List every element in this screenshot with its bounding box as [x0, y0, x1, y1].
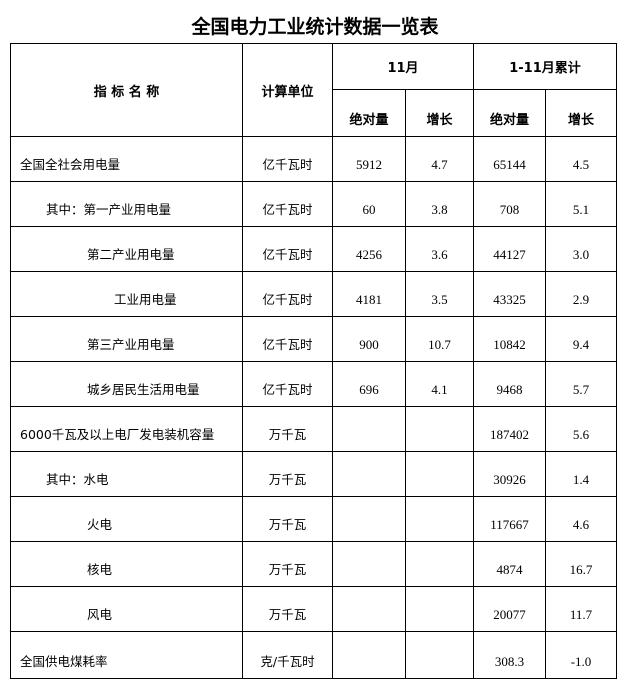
- month-growth-cell: 3.5: [405, 271, 474, 317]
- table-row: 其中：水电 万千瓦 30926 1.4: [10, 451, 618, 497]
- month-absolute-cell: [332, 586, 406, 632]
- unit-cell: 万千瓦: [242, 451, 333, 497]
- month-growth-cell: [405, 451, 474, 497]
- table-row: 第二产业用电量 亿千瓦时 4256 3.6 44127 3.0: [10, 226, 618, 272]
- table-row: 核电 万千瓦 4874 16.7: [10, 541, 618, 587]
- indicator-name-cell: 6000千瓦及以上电厂发电装机容量: [10, 406, 243, 452]
- indicator-name-cell: 其中：水电: [10, 451, 243, 497]
- cumulative-growth-cell: 11.7: [544, 586, 618, 632]
- cumulative-absolute-cell: 30926: [473, 451, 546, 497]
- month-absolute-cell: [332, 451, 406, 497]
- table-row: 火电 万千瓦 117667 4.6: [10, 496, 618, 542]
- month-growth-cell: [405, 406, 474, 452]
- cumulative-absolute-cell: 65144: [473, 136, 546, 182]
- cumulative-absolute-cell: 187402: [473, 406, 546, 452]
- indicator-name-cell: 其中：第一产业用电量: [10, 181, 243, 227]
- cumulative-growth-cell: 9.4: [544, 316, 618, 362]
- cumulative-growth-cell: 1.4: [544, 451, 618, 497]
- month-absolute-cell: [332, 541, 406, 587]
- header-month-growth: 增长: [405, 89, 474, 137]
- page-title: 全国电力工业统计数据一览表: [191, 16, 439, 38]
- indicator-name-cell: 全国供电煤耗率: [10, 631, 243, 679]
- month-absolute-cell: 60: [332, 181, 406, 227]
- cumulative-absolute-cell: 708: [473, 181, 546, 227]
- table-row: 工业用电量 亿千瓦时 4181 3.5 43325 2.9: [10, 271, 618, 317]
- cumulative-growth-cell: 4.6: [544, 496, 618, 542]
- unit-cell: 亿千瓦时: [242, 316, 333, 362]
- unit-cell: 亿千瓦时: [242, 181, 333, 227]
- unit-cell: 克/千瓦时: [242, 631, 333, 679]
- unit-cell: 万千瓦: [242, 406, 333, 452]
- cumulative-growth-cell: 3.0: [544, 226, 618, 272]
- cumulative-absolute-cell: 44127: [473, 226, 546, 272]
- table-row: 6000千瓦及以上电厂发电装机容量 万千瓦 187402 5.6: [10, 406, 618, 452]
- indicator-name-cell: 城乡居民生活用电量: [10, 361, 243, 407]
- cumulative-absolute-cell: 43325: [473, 271, 546, 317]
- table-row: 其中：第一产业用电量 亿千瓦时 60 3.8 708 5.1: [10, 181, 618, 227]
- cumulative-growth-cell: 2.9: [544, 271, 618, 317]
- month-growth-cell: [405, 496, 474, 542]
- header-row-1: 指 标 名 称 计算单位 11月 1-11月累计: [10, 43, 618, 137]
- cumulative-absolute-cell: 10842: [473, 316, 546, 362]
- cumulative-absolute-cell: 4874: [473, 541, 546, 587]
- unit-cell: 万千瓦: [242, 586, 333, 632]
- indicator-name-cell: 第二产业用电量: [10, 226, 243, 272]
- indicator-name-cell: 全国全社会用电量: [10, 136, 243, 182]
- month-absolute-cell: 5912: [332, 136, 406, 182]
- header-cumulative: 1-11月累计: [472, 43, 618, 90]
- unit-cell: 亿千瓦时: [242, 271, 333, 317]
- month-absolute-cell: 900: [332, 316, 406, 362]
- indicator-name-cell: 火电: [10, 496, 243, 542]
- unit-cell: 万千瓦: [242, 496, 333, 542]
- month-growth-cell: 4.1: [405, 361, 474, 407]
- month-growth-cell: [405, 541, 474, 587]
- unit-cell: 万千瓦: [242, 541, 333, 587]
- cumulative-growth-cell: 5.6: [544, 406, 618, 452]
- table-row: 全国供电煤耗率 克/千瓦时 308.3 -1.0: [10, 631, 618, 679]
- indicator-name-cell: 第三产业用电量: [10, 316, 243, 362]
- header-cumulative-absolute: 绝对量: [473, 89, 546, 137]
- header-cumulative-growth: 增长: [544, 89, 618, 137]
- table-row: 城乡居民生活用电量 亿千瓦时 696 4.1 9468 5.7: [10, 361, 618, 407]
- header-unit: 计算单位: [242, 43, 333, 137]
- cumulative-absolute-cell: 9468: [473, 361, 546, 407]
- cumulative-growth-cell: 5.1: [544, 181, 618, 227]
- month-absolute-cell: 696: [332, 361, 406, 407]
- table-row: 风电 万千瓦 20077 11.7: [10, 586, 618, 632]
- month-absolute-cell: 4256: [332, 226, 406, 272]
- statistics-table: 指 标 名 称 计算单位 11月 1-11月累计 绝对量 增长 绝对量 增长 全…: [10, 43, 618, 679]
- table-row: 全国全社会用电量 亿千瓦时 5912 4.7 65144 4.5: [10, 136, 618, 182]
- indicator-name-cell: 工业用电量: [10, 271, 243, 317]
- cumulative-absolute-cell: 20077: [473, 586, 546, 632]
- indicator-name-cell: 风电: [10, 586, 243, 632]
- cumulative-growth-cell: 5.7: [544, 361, 618, 407]
- month-absolute-cell: [332, 406, 406, 452]
- unit-cell: 亿千瓦时: [242, 226, 333, 272]
- cumulative-growth-cell: 4.5: [544, 136, 618, 182]
- cumulative-absolute-cell: 117667: [473, 496, 546, 542]
- month-growth-cell: 3.6: [405, 226, 474, 272]
- cumulative-absolute-cell: 308.3: [473, 631, 546, 679]
- month-absolute-cell: [332, 631, 406, 679]
- indicator-name-cell: 核电: [10, 541, 243, 587]
- month-growth-cell: 4.7: [405, 136, 474, 182]
- header-month: 11月: [332, 43, 474, 90]
- unit-cell: 亿千瓦时: [242, 361, 333, 407]
- month-growth-cell: 3.8: [405, 181, 474, 227]
- month-absolute-cell: 4181: [332, 271, 406, 317]
- cumulative-growth-cell: 16.7: [544, 541, 618, 587]
- header-month-absolute: 绝对量: [332, 89, 406, 137]
- table-row: 第三产业用电量 亿千瓦时 900 10.7 10842 9.4: [10, 316, 618, 362]
- month-growth-cell: 10.7: [405, 316, 474, 362]
- cumulative-growth-cell: -1.0: [544, 631, 618, 679]
- month-growth-cell: [405, 631, 474, 679]
- month-absolute-cell: [332, 496, 406, 542]
- month-growth-cell: [405, 586, 474, 632]
- header-row-2: 绝对量 增长 绝对量 增长: [11, 89, 618, 137]
- unit-cell: 亿千瓦时: [242, 136, 333, 182]
- header-indicator-name: 指 标 名 称: [10, 43, 243, 137]
